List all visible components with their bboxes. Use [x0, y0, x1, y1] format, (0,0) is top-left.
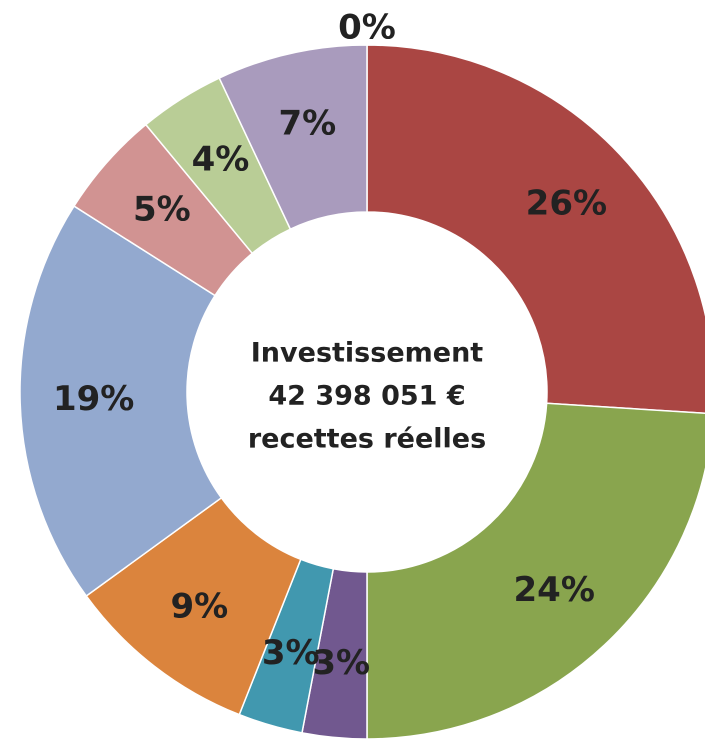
slice	[218, 44, 368, 231]
slice-label: 3%	[262, 633, 320, 673]
slice	[366, 44, 705, 415]
slice-label: 4%	[192, 140, 250, 180]
slice-label: 24%	[514, 570, 595, 610]
slice	[19, 205, 223, 598]
center-text: recettes réelles	[248, 424, 486, 455]
slice-label: 5%	[133, 190, 191, 230]
center-text: 42 398 051 €	[268, 381, 465, 412]
slice-label: 19%	[53, 379, 134, 419]
center-text: Investissement	[251, 338, 484, 369]
slice-label: 26%	[526, 183, 607, 223]
slice	[366, 402, 705, 739]
slice-label: 3%	[312, 643, 370, 683]
slice-label: 9%	[171, 587, 229, 627]
slice-label: 7%	[278, 104, 336, 144]
slice-label: 0%	[338, 8, 396, 48]
